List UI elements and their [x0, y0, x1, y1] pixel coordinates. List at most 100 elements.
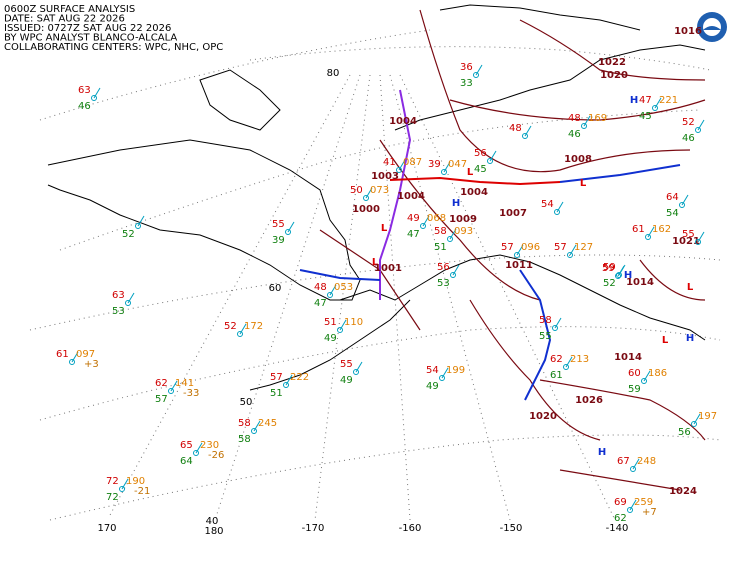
station-circle	[337, 327, 343, 333]
temperature: 55	[682, 229, 695, 240]
station-circle	[396, 167, 402, 173]
temperature: 69	[614, 497, 627, 508]
station-plot: 57 127	[554, 242, 593, 258]
wind-barb	[583, 115, 591, 127]
pressure: 096	[521, 242, 540, 253]
wind-barb	[121, 478, 129, 490]
dew-point: 46	[682, 133, 695, 144]
dew-point: 61	[550, 370, 563, 381]
station-circle	[168, 388, 174, 394]
wind-barb	[681, 194, 689, 206]
pressure: 245	[258, 418, 277, 429]
pressure: 199	[446, 365, 465, 376]
isobar-label: 1014	[626, 277, 654, 288]
temperature: 52	[224, 321, 237, 332]
pressure: 221	[659, 95, 678, 106]
station-circle	[135, 223, 141, 229]
dew-point: 45	[474, 164, 487, 175]
station-circle	[487, 158, 493, 164]
pressure: 073	[370, 185, 389, 196]
station-circle	[641, 378, 647, 384]
pressure-tendency: -33	[183, 388, 199, 399]
station-circle	[285, 229, 291, 235]
temperature: 67	[617, 456, 630, 467]
station-circle	[615, 273, 621, 279]
temperature: 72	[106, 476, 119, 487]
wind-barb	[554, 317, 562, 329]
pressure: 259	[634, 497, 653, 508]
dew-point: 46	[568, 129, 581, 140]
temperature: 55	[272, 219, 285, 230]
station-circle	[473, 72, 479, 78]
temperature: 56	[437, 262, 450, 273]
graticule-label: 50	[240, 397, 253, 408]
dew-point: 47	[407, 229, 420, 240]
header-line: 0600Z SURFACE ANALYSIS	[4, 4, 135, 15]
station-circle	[125, 300, 131, 306]
header-line: DATE: SAT AUG 22 2026	[4, 14, 125, 25]
station-plot: 54 199 49	[426, 365, 465, 392]
temperature: 58	[238, 418, 251, 429]
header-line: COLLABORATING CENTERS: WPC, NHC, OPC	[4, 42, 223, 53]
temperature: 64	[666, 192, 679, 203]
pressure-tendency: +3	[84, 359, 99, 370]
temperature: 48	[314, 282, 327, 293]
temperature: 61	[56, 349, 69, 360]
pressure: 248	[637, 456, 656, 467]
wind-barb	[239, 323, 247, 335]
temperature: 54	[426, 365, 439, 376]
wind-barb	[654, 97, 662, 109]
station-circle	[627, 507, 633, 513]
station-circle	[554, 209, 560, 215]
isobar-label: 1008	[564, 154, 592, 165]
station-plot: 41 087	[383, 157, 422, 173]
graticule-label: -170	[302, 523, 325, 534]
wind-barb	[422, 215, 430, 227]
dew-point: 49	[340, 375, 353, 386]
wind-barb	[697, 119, 705, 131]
wind-barb	[565, 356, 573, 368]
temperature: 62	[550, 354, 563, 365]
station-circle	[237, 331, 243, 337]
dew-point: 58	[238, 434, 251, 445]
wind-barb	[632, 458, 640, 470]
dew-point: 49	[426, 381, 439, 392]
graticule-label: 80	[327, 68, 340, 79]
isobar-label: 1003	[371, 171, 399, 182]
station-plot: 57 222 51	[270, 372, 309, 399]
high-center: H	[686, 333, 694, 344]
dew-point: 39	[272, 235, 285, 246]
pressure: 097	[76, 349, 95, 360]
low-center: L	[687, 282, 694, 293]
high-center: H	[630, 95, 638, 106]
wind-barb	[93, 87, 101, 99]
station-plot: 65 230 64 -26	[180, 440, 224, 467]
pressure: 053	[334, 282, 353, 293]
wind-barb	[339, 319, 347, 331]
station-circle	[69, 359, 75, 365]
dew-point: 49	[324, 333, 337, 344]
temperature: 59	[603, 262, 616, 273]
temperature: 55	[340, 359, 353, 370]
graticule-label: 180	[204, 526, 223, 537]
station-circle	[652, 105, 658, 111]
temperature: 48	[568, 113, 581, 124]
station-plot: 61 097+3	[56, 349, 99, 370]
dew-point: 53	[112, 306, 125, 317]
temperature: 54	[541, 199, 554, 210]
wind-barb	[287, 221, 295, 233]
pressure: 186	[648, 368, 667, 379]
station-plot: 197 56	[678, 411, 717, 438]
high-center: H	[624, 270, 632, 281]
wind-barb	[697, 231, 705, 243]
station-plot: 58 245 58	[238, 418, 277, 445]
station-circle	[552, 325, 558, 331]
wind-barb	[398, 159, 406, 171]
